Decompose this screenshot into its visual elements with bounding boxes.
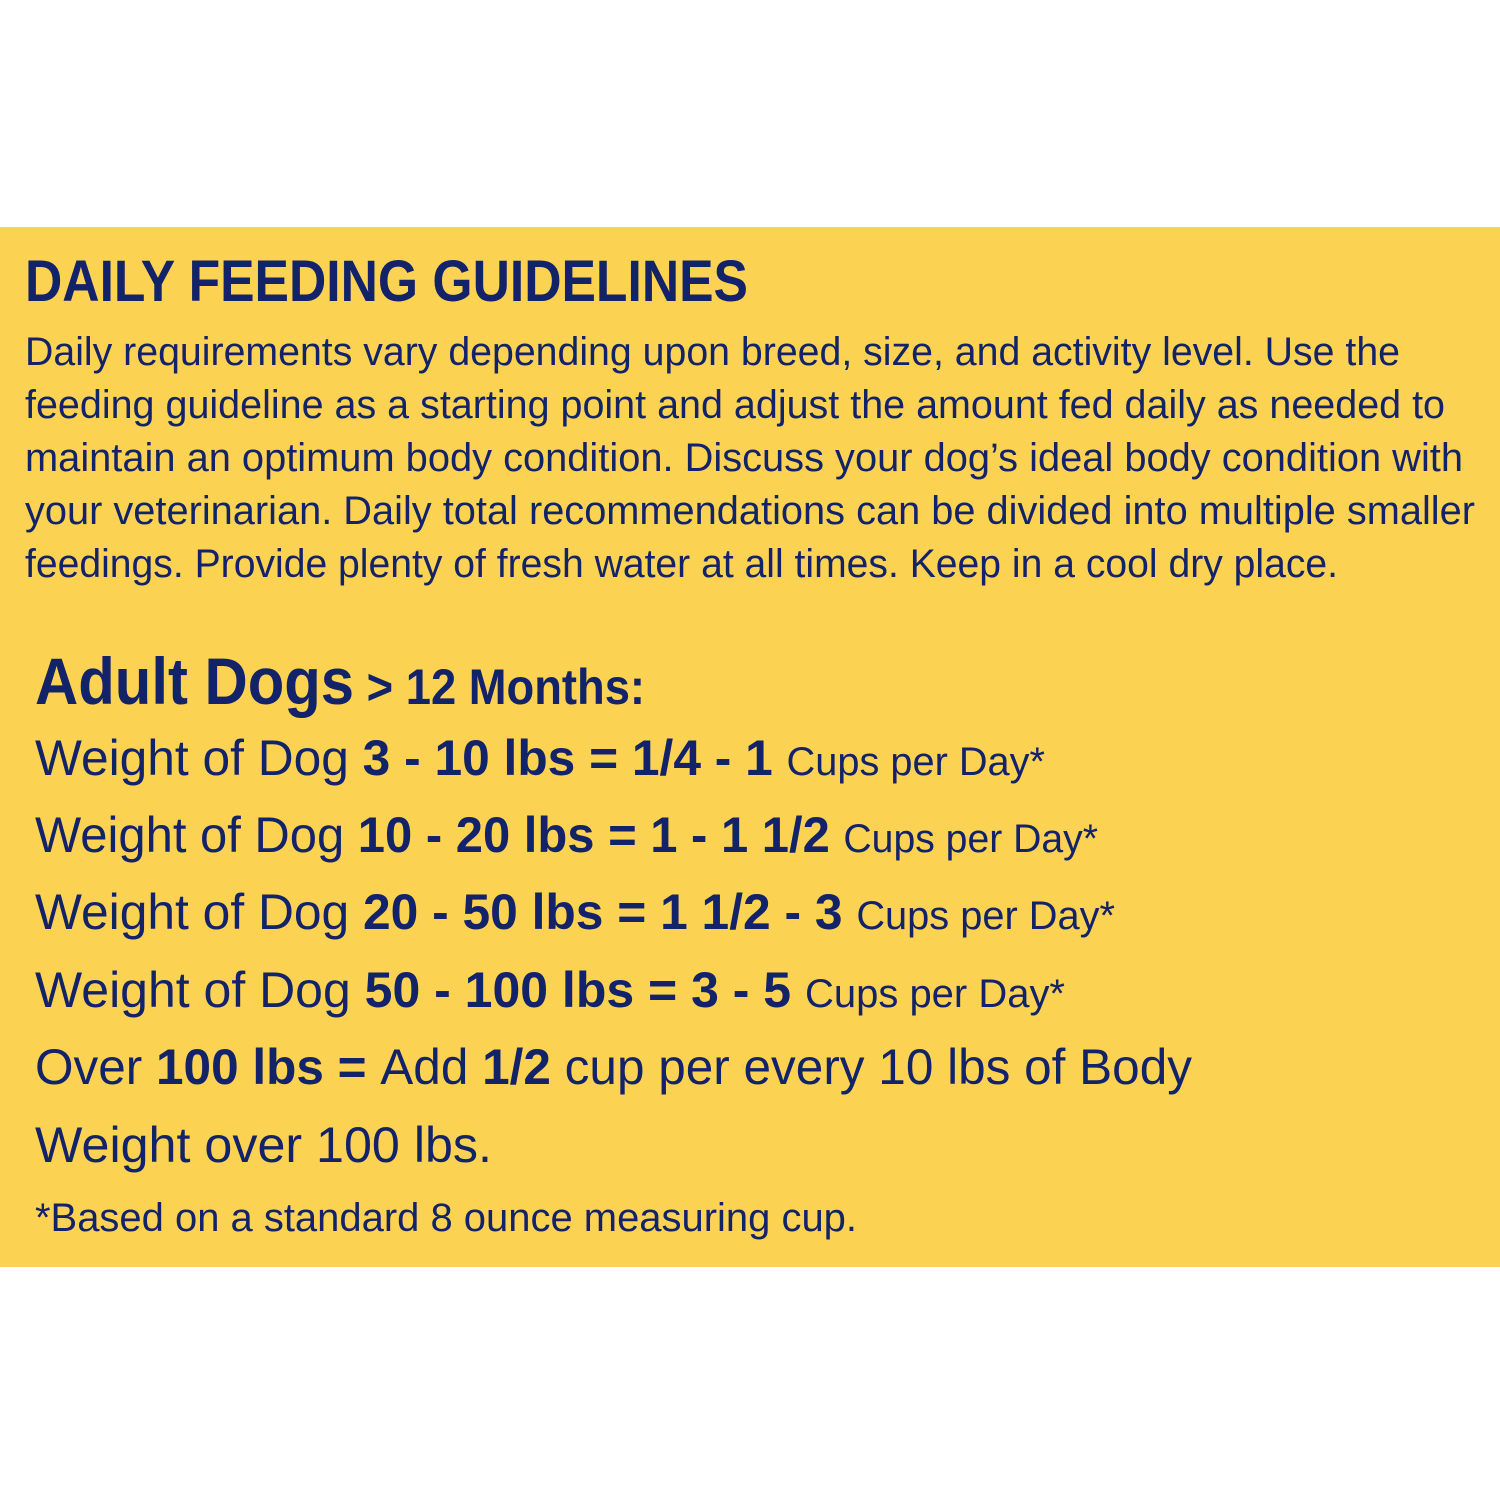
unit-label: Cups per Day*	[786, 740, 1045, 784]
row-text: Weight of Dog	[35, 807, 358, 863]
amount-bold: 100 lbs =	[156, 1039, 381, 1095]
footnote: *Based on a standard 8 ounce measuring c…	[35, 1196, 857, 1240]
amount-bold: 1/2	[482, 1039, 551, 1095]
unit-label: Cups per Day*	[856, 894, 1115, 938]
feeding-row: Weight of Dog 20 - 50 lbs = 1 1/2 - 3 Cu…	[35, 887, 1115, 937]
description-line: feeding guideline as a starting point an…	[25, 383, 1445, 427]
feeding-row: Weight of Dog 50 - 100 lbs = 3 - 5 Cups …	[35, 965, 1065, 1015]
row-text: Weight of Dog	[35, 730, 363, 786]
row-text: Weight of Dog	[35, 884, 363, 940]
row-text: Add	[380, 1039, 483, 1095]
row-text: cup per every 10 lbs of Body	[550, 1039, 1192, 1095]
feeding-row: Weight of Dog 10 - 20 lbs = 1 - 1 1/2 Cu…	[35, 810, 1098, 860]
unit-label: Cups per Day*	[843, 817, 1098, 861]
description-line: feedings. Provide plenty of fresh water …	[25, 542, 1338, 586]
amount-bold: 10 - 20 lbs = 1 - 1 1/2	[357, 807, 844, 863]
description-line: your veterinarian. Daily total recommend…	[25, 489, 1475, 533]
row-text: Over	[35, 1039, 157, 1095]
row-text: Weight of Dog	[35, 962, 365, 1018]
heading-main: Adult Dogs	[35, 644, 355, 718]
description-line: Daily requirements vary depending upon b…	[25, 330, 1400, 374]
feeding-guidelines-panel	[0, 227, 1500, 1267]
amount-bold: 20 - 50 lbs = 1 1/2 - 3	[362, 884, 857, 940]
amount-bold: 50 - 100 lbs = 3 - 5	[364, 962, 805, 1018]
feeding-row: Weight over 100 lbs.	[35, 1120, 492, 1170]
feeding-row: Weight of Dog 3 - 10 lbs = 1/4 - 1 Cups …	[35, 733, 1045, 783]
row-text: Weight over 100 lbs.	[35, 1117, 492, 1173]
feeding-row: Over 100 lbs = Add 1/2 cup per every 10 …	[35, 1042, 1192, 1092]
section-heading: Adult Dogs > 12 Months:	[35, 648, 645, 714]
amount-bold: 3 - 10 lbs = 1/4 - 1	[362, 730, 787, 786]
description-line: maintain an optimum body condition. Disc…	[25, 436, 1463, 480]
page-title: DAILY FEEDING GUIDELINES	[25, 249, 748, 314]
heading-sub: > 12 Months:	[354, 659, 645, 715]
unit-label: Cups per Day*	[804, 972, 1065, 1016]
